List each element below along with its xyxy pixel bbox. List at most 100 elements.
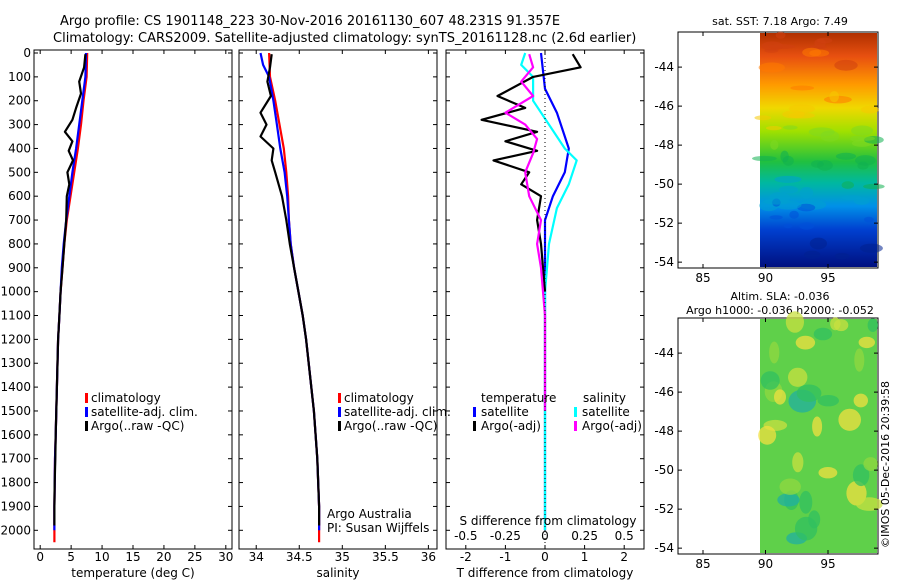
sla-texture-blob: [777, 493, 800, 507]
sst-field: [760, 33, 877, 267]
sla-texture-blob: [812, 416, 823, 437]
series-line-t-argo: [480, 53, 582, 292]
map-y-tick-label: -54: [654, 255, 674, 269]
legend-label: Argo(-adj): [481, 419, 541, 433]
map-x-tick-label: 90: [758, 557, 773, 571]
x-tick-label: 0: [541, 550, 549, 564]
legend-swatch-argo: [338, 421, 341, 431]
sla-texture-blob: [758, 425, 777, 445]
sla-texture: [758, 311, 883, 545]
sst-texture-blob: [754, 115, 772, 121]
sla-texture-blob: [855, 497, 883, 511]
y-tick-label: 400: [8, 141, 31, 155]
sst-texture-blob: [770, 139, 779, 150]
sst-texture-blob: [797, 203, 816, 212]
salinity-axis-ticks: 34 34.5 35 35.5 36: [239, 50, 437, 564]
map-y-tick-label: -52: [654, 216, 674, 230]
x-tick-label: 10: [94, 550, 109, 564]
sst-texture-blob: [863, 183, 885, 190]
x-tick-label: 34: [249, 550, 264, 564]
legend-label: Argo(..raw -QC): [91, 419, 184, 433]
sla-texture-blob: [788, 367, 808, 387]
legend-swatch-t-argo: [473, 421, 476, 431]
difference-top-xlabel: S difference from climatology: [460, 514, 637, 528]
series-line-s-argo: [504, 53, 547, 411]
y-tick-label: 1000: [0, 285, 31, 299]
sla-texture-blob: [818, 467, 838, 479]
x-tick-label: 36: [421, 550, 436, 564]
legend-header-temperature: temperature: [481, 391, 556, 405]
series-line-t-satellite: [539, 52, 570, 531]
legend-swatch-s-argo: [574, 421, 577, 431]
sst-texture-blob: [858, 136, 875, 141]
y-tick-label: 1700: [0, 452, 31, 466]
legend-label: satellite-adj. clim.: [344, 405, 451, 419]
map-x-tick-label: 85: [695, 271, 710, 285]
sla-texture-blob: [854, 348, 865, 372]
sst-texture-blob: [783, 125, 798, 130]
sst-texture-blob: [859, 243, 883, 253]
sla-texture-blob: [785, 311, 805, 333]
sst-texture-blob: [851, 125, 874, 136]
sst-texture-blob: [864, 216, 874, 223]
map-y-tick-label: -44: [654, 60, 674, 74]
legend-label: climatology: [91, 391, 161, 405]
sst-texture: [752, 31, 885, 260]
y-tick-label: 1100: [0, 309, 31, 323]
map-y-tick-label: -52: [654, 502, 674, 516]
map-x-tick-label: 95: [820, 557, 835, 571]
legend-label: satellite: [582, 405, 630, 419]
sst-texture-blob: [769, 215, 783, 220]
x-top-tick-label: -0.5: [454, 529, 477, 543]
header-line2: Climatology: CARS2009. Satellite-adjuste…: [53, 31, 636, 46]
y-tick-label: 500: [8, 165, 31, 179]
credit-text: ©IMOS 05-Dec-2016 20:39:58: [879, 381, 892, 548]
salinity-legend: climatology satellite-adj. clim. Argo(..…: [338, 391, 451, 433]
x-tick-label: 0: [36, 550, 44, 564]
legend-swatch-satellite: [85, 407, 88, 417]
salinity-series: [259, 52, 321, 543]
sst-texture-blob: [752, 155, 777, 162]
sla-texture-blob: [830, 317, 841, 331]
map-x-tick-label: 90: [758, 271, 773, 285]
series-line-s-satellite: [520, 52, 578, 531]
sst-texture-blob: [809, 237, 828, 250]
x-tick-label: 35.5: [372, 550, 399, 564]
y-tick-label: 1900: [0, 499, 31, 513]
sst-texture-blob: [799, 187, 814, 199]
temperature-axis-ticks: 0100200300400500600700800900100011001200…: [0, 46, 233, 564]
annotation-pi: PI: Susan Wijffels: [327, 521, 429, 535]
map-y-tick-label: -46: [654, 385, 674, 399]
sst-texture-blob: [834, 252, 850, 260]
legend-swatch-satellite: [338, 407, 341, 417]
sst-texture-blob: [799, 222, 815, 230]
legend-swatch-climatology: [85, 393, 88, 403]
sst-texture-blob: [775, 31, 786, 39]
series-line-argo: [259, 54, 321, 526]
sla-texture-blob: [796, 384, 822, 402]
sla-texture-blob: [817, 395, 839, 407]
legend-label: satellite: [481, 405, 529, 419]
sst-texture-blob: [774, 175, 802, 183]
map-y-tick-label: -54: [654, 541, 674, 555]
legend-label: climatology: [344, 391, 414, 405]
x-tick-label: 15: [125, 550, 140, 564]
sla-texture-blob: [795, 335, 816, 350]
x-top-tick-label: 0.25: [571, 529, 598, 543]
x-tick-label: 35: [335, 550, 350, 564]
sla-texture-blob: [792, 452, 804, 473]
sst-texture-blob: [783, 223, 793, 229]
sst-texture-blob: [841, 195, 862, 201]
sst-texture-blob: [802, 47, 822, 58]
series-line-argo: [53, 54, 87, 526]
map-y-tick-label: -50: [654, 177, 674, 191]
sst-texture-blob: [834, 59, 858, 71]
sla-texture-blob: [760, 371, 780, 390]
legend-swatch-argo: [85, 421, 88, 431]
sst-texture-blob: [835, 152, 857, 160]
sst-texture-blob: [829, 91, 839, 103]
sla-title-line2: Argo h1000: -0.036 h2000: -0.052: [686, 304, 874, 317]
x-tick-label: -1: [499, 550, 511, 564]
x-tick-label: 1: [581, 550, 589, 564]
legend-header-salinity: salinity: [583, 391, 626, 405]
